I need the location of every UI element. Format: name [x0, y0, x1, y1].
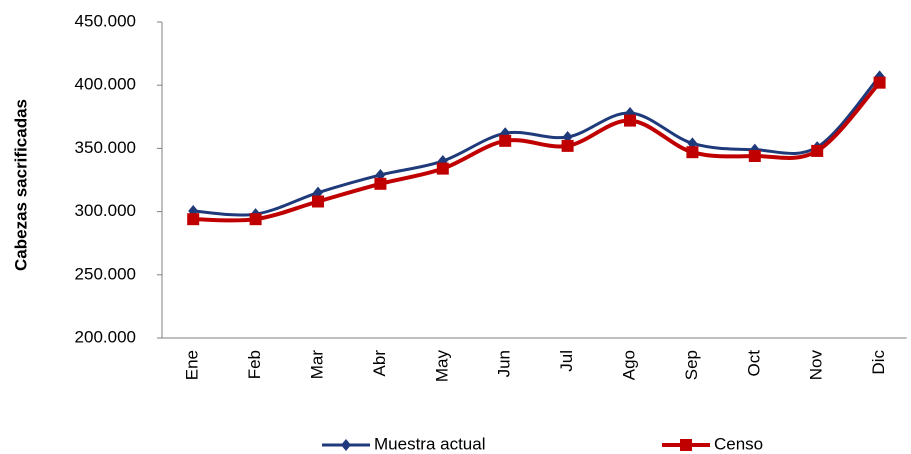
data-point [499, 134, 512, 147]
x-tick-label: Sep [682, 350, 701, 380]
x-tick-label: Jul [557, 350, 576, 372]
data-point [748, 149, 761, 162]
data-point [873, 76, 886, 89]
data-point [624, 114, 636, 127]
x-tick-label: Oct [744, 350, 763, 377]
data-point [686, 146, 699, 159]
data-point [811, 144, 824, 157]
data-point [561, 139, 574, 152]
data-point [436, 162, 449, 175]
y-tick-label: 250.000 [75, 264, 136, 283]
x-tick-label: Jun [495, 350, 514, 377]
legend-label: Censo [714, 434, 763, 453]
data-point [374, 177, 387, 190]
legend-label: Muestra actual [374, 434, 486, 453]
data-point [312, 195, 324, 208]
y-axis-label: Cabezas sacrificadas [11, 99, 30, 271]
series-line [193, 75, 881, 217]
y-tick-label: 200.000 [75, 327, 136, 346]
y-tick-label: 300.000 [75, 201, 136, 220]
x-tick-label: Ene [183, 350, 202, 380]
x-tick-label: Feb [245, 350, 264, 379]
x-tick-label: Mar [307, 350, 326, 380]
legend-marker [341, 439, 351, 451]
data-point [249, 213, 262, 226]
data-point [187, 213, 200, 226]
x-tick-label: May [432, 350, 451, 383]
x-tick-label: Nov [807, 350, 826, 381]
y-tick-label: 400.000 [75, 75, 136, 94]
y-tick-label: 450.000 [75, 11, 136, 30]
x-tick-label: Dic [869, 350, 888, 375]
x-tick-label: Abr [370, 350, 389, 377]
y-tick-label: 350.000 [75, 138, 136, 157]
legend-marker [680, 439, 692, 451]
x-tick-label: Ago [619, 350, 638, 380]
